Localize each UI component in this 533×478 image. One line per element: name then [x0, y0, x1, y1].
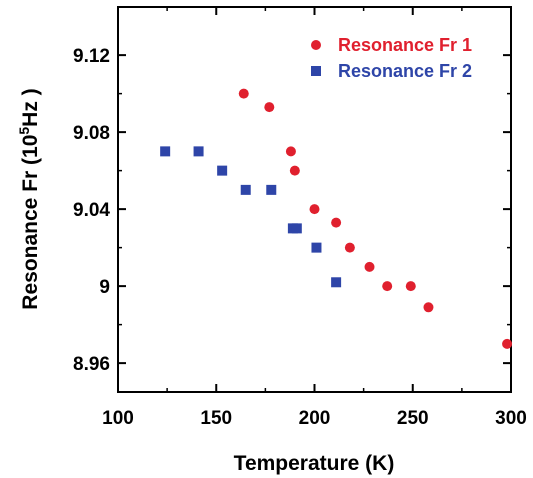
legend-label-1: Resonance Fr 1 [338, 35, 472, 55]
series-2-point [266, 184, 277, 195]
series-1-point [238, 88, 249, 99]
y-tick-label: 9.08 [73, 123, 110, 144]
series-1-point [289, 165, 300, 176]
legend-label-2: Resonance Fr 2 [338, 61, 472, 81]
series-1-point [364, 261, 375, 272]
legend-marker-2 [311, 66, 321, 76]
series-2-point [291, 223, 302, 234]
series-2-point [217, 165, 228, 176]
y-tick-label: 9.12 [73, 46, 110, 67]
series-1-point [502, 338, 513, 349]
series-1-point [344, 242, 355, 253]
series-1-point [405, 281, 416, 292]
series-1-point [423, 302, 434, 313]
y-tick-label: 9.04 [73, 200, 110, 221]
x-tick-label: 100 [102, 408, 134, 429]
legend-marker-1 [311, 40, 321, 50]
y-tick-label: 9 [99, 277, 110, 298]
series-2-point [160, 146, 171, 157]
series-1-point [309, 204, 320, 215]
x-tick-label: 300 [495, 408, 527, 429]
series-2-point [311, 242, 322, 253]
series-2-point [240, 184, 251, 195]
series-2-point [193, 146, 204, 157]
series-1-point [264, 102, 275, 113]
x-tick-label: 250 [397, 408, 429, 429]
series-1-point [285, 146, 296, 157]
y-axis-title: Resonance Fr (105Hz ) [16, 88, 42, 309]
x-axis-title: Temperature (K) [234, 452, 395, 475]
series-2-point [331, 277, 342, 288]
axis-ticks [117, 7, 512, 392]
data-points [160, 88, 513, 349]
series-1-point [382, 281, 393, 292]
tick-labels: 100 150 200 250 300 8.96 9 9.04 9.08 9.12 [73, 46, 527, 429]
legend: Resonance Fr 1 Resonance Fr 2 [311, 35, 472, 81]
x-tick-label: 200 [299, 408, 331, 429]
x-tick-label: 150 [200, 408, 232, 429]
series-1-point [331, 217, 342, 228]
y-tick-label: 8.96 [73, 354, 110, 375]
